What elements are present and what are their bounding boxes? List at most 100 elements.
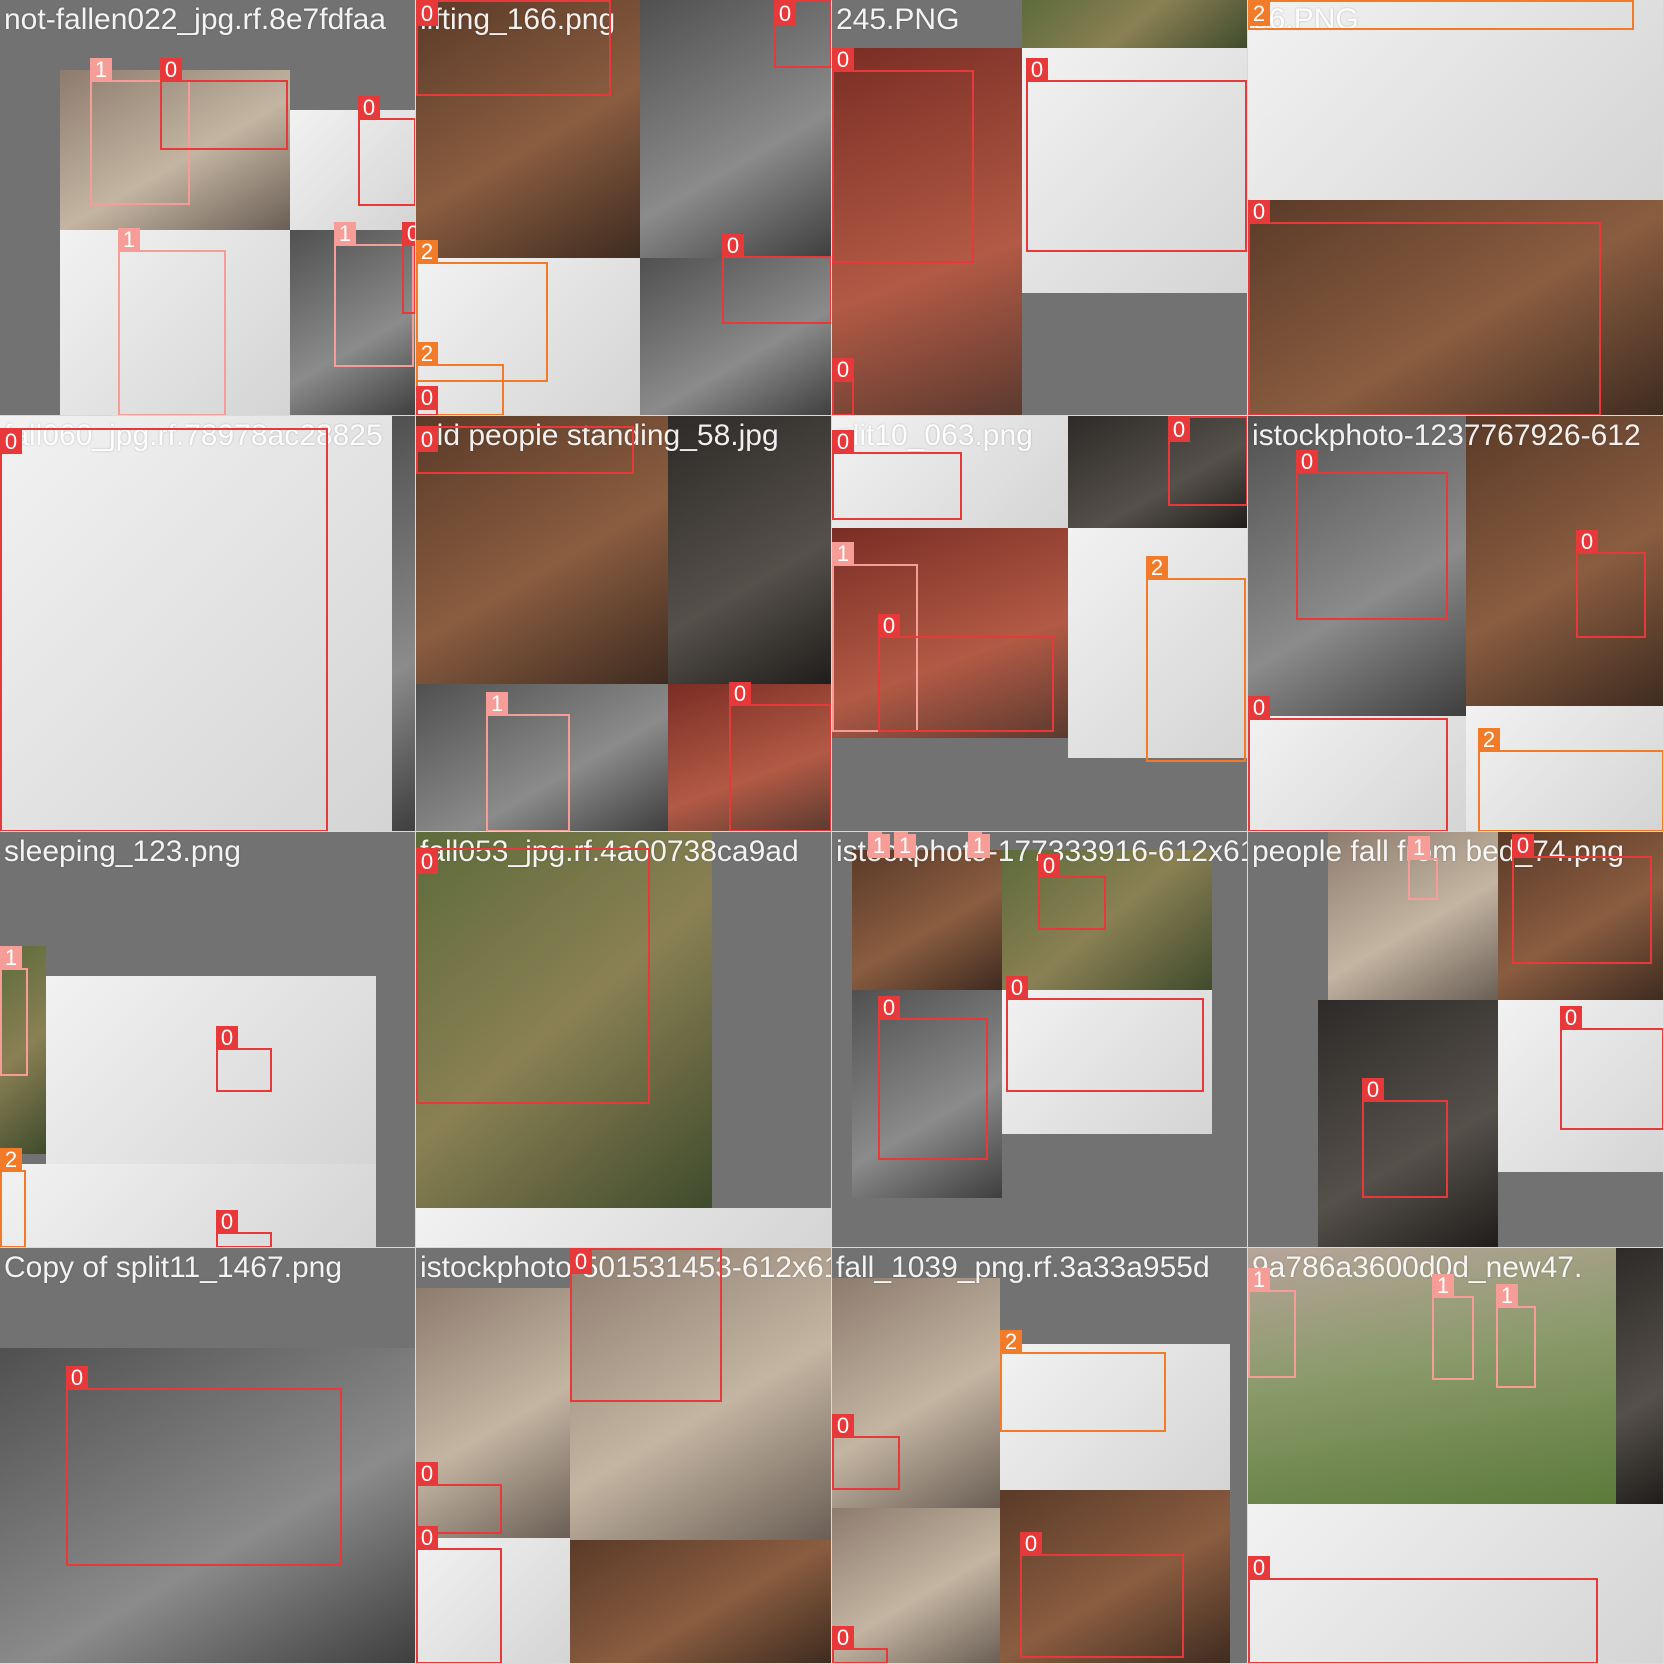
bounding-box: 1: [968, 832, 990, 858]
class-id-label: 1: [894, 834, 916, 858]
class-id-label: 0: [1020, 1532, 1042, 1556]
mosaic-tile: fall053_jpg.rf.4a00738ca9ad 0: [416, 832, 832, 1248]
mosaic-tile: fall_1039_png.rf.3a33a955d 2 0 0 0: [832, 1248, 1248, 1664]
photo-region: [416, 416, 668, 684]
bounding-box: 0: [358, 96, 415, 206]
class-id-label: 1: [90, 58, 112, 82]
mosaic-tile: istockphoto-1237767926-612 0 0 0 2: [1248, 416, 1664, 832]
bounding-box: 0: [878, 614, 1054, 732]
mosaic-tile: istockphoto-501531453-612x612.jpg000: [416, 1248, 832, 1664]
class-id-label: 0: [1248, 200, 1270, 224]
mosaic-tile: Copy of split11_1467.png 0: [0, 1248, 416, 1664]
photo-region: [0, 1348, 415, 1663]
mosaic-tile: 245.PNG 0 0 0: [832, 0, 1248, 416]
bounding-box: 1: [486, 692, 570, 831]
photo-region: [1328, 832, 1498, 1000]
photo-region: [416, 1208, 831, 1247]
class-id-label: 1: [1408, 836, 1430, 860]
class-id-label: 0: [832, 358, 854, 382]
photo-region: [1068, 416, 1247, 528]
mosaic-tile: 06.PNG 2 0: [1248, 0, 1664, 416]
bounding-box: 1: [334, 222, 414, 367]
photo-region: [1466, 706, 1663, 831]
class-id-label: 2: [416, 342, 438, 366]
class-id-label: 0: [0, 430, 22, 454]
photo-region: [1318, 1000, 1498, 1247]
class-id-label: 0: [774, 2, 796, 26]
class-id-label: 0: [1006, 976, 1028, 1000]
class-id-label: 0: [1362, 1078, 1384, 1102]
photo-region: [1498, 832, 1663, 1000]
bounding-box: 0: [570, 1248, 722, 1402]
mosaic-tile: old people standing_58.jpg 0 1 0: [416, 416, 832, 832]
class-id-label: 0: [1026, 58, 1048, 82]
bounding-box: 0: [1020, 1532, 1184, 1658]
bounding-box: 0: [1248, 1556, 1598, 1663]
class-id-label: 0: [416, 1526, 438, 1550]
photo-region: [46, 976, 376, 1164]
photo-region: [1248, 416, 1466, 716]
class-id-label: 2: [1478, 728, 1500, 752]
class-id-label: 0: [358, 96, 380, 120]
bounding-box: 2: [1000, 1330, 1166, 1432]
class-id-label: 2: [416, 240, 438, 264]
bounding-box: 1: [90, 58, 190, 205]
bounding-box: 0: [832, 430, 962, 520]
class-id-label: 0: [416, 2, 438, 26]
photo-region: [1248, 200, 1663, 415]
class-id-label: 0: [416, 850, 438, 874]
class-id-label: 0: [416, 428, 438, 452]
photo-region: [416, 684, 668, 831]
class-id-label: 1: [118, 228, 140, 252]
photo-region: [290, 230, 415, 415]
bounding-box: 0: [1576, 530, 1646, 638]
photo-region: [852, 850, 1002, 990]
class-id-label: 2: [1000, 1330, 1022, 1354]
photo-region: [1022, 48, 1247, 293]
class-id-label: 0: [416, 386, 438, 410]
bounding-box: 0: [832, 48, 974, 263]
photo-region: [392, 416, 415, 831]
class-id-label: 0: [416, 1462, 438, 1486]
bounding-box: 1: [868, 832, 890, 858]
photo-region: [852, 990, 1002, 1198]
bounding-box: 0: [416, 1462, 502, 1534]
bounding-box: 2: [0, 1148, 26, 1247]
photo-region: [668, 684, 831, 831]
bounding-box: 0: [416, 426, 634, 474]
bounding-box: 0: [416, 386, 438, 415]
photo-region: [416, 0, 640, 258]
photo-region: [1000, 1490, 1230, 1663]
class-id-label: 0: [1512, 834, 1534, 858]
bounding-box: 0: [216, 1210, 272, 1247]
photo-region: [832, 528, 1068, 738]
image-filename-label: 9a786a3600d0d_new47.: [1252, 1251, 1583, 1284]
mosaic-tile: sleeping_123.png 1 0 2 0: [0, 832, 416, 1248]
photo-region: [570, 1540, 831, 1663]
image-filename-label: fall053_jpg.rf.4a00738ca9ad: [420, 835, 799, 868]
image-filename-label: sleeping_123.png: [4, 835, 241, 868]
class-id-label: 0: [402, 222, 415, 246]
photo-region: [640, 0, 831, 258]
bounding-box: 2: [1248, 0, 1634, 30]
class-id-label: 0: [1560, 1006, 1582, 1030]
photo-region: [832, 1508, 1000, 1663]
bounding-box: 2: [1478, 728, 1663, 831]
photo-region: [60, 230, 290, 415]
bounding-box: 2: [416, 240, 548, 382]
bounding-box: 0: [1248, 696, 1448, 831]
image-filename-label: fall_1039_png.rf.3a33a955d: [836, 1251, 1210, 1284]
photo-region: [1616, 1248, 1663, 1504]
photo-region: [290, 110, 415, 230]
photo-region: [1002, 850, 1212, 990]
mosaic-tile: not-fallen022_jpg.rf.8e7fdfaa 1 0 0 1 1 0: [0, 0, 416, 416]
mosaic-tile: 9a786a3600d0d_new47. 1 1 1 0: [1248, 1248, 1664, 1664]
photo-region: [416, 1288, 570, 1538]
photo-region: [416, 258, 640, 415]
bounding-box: 0: [1248, 200, 1601, 415]
image-filename-label: plit10_063.png: [836, 419, 1033, 452]
photo-region: [416, 1538, 570, 1663]
bounding-box: 0: [1560, 1006, 1663, 1130]
bounding-box: 1: [832, 542, 918, 732]
image-filename-label: not-fallen022_jpg.rf.8e7fdfaa: [4, 3, 386, 36]
